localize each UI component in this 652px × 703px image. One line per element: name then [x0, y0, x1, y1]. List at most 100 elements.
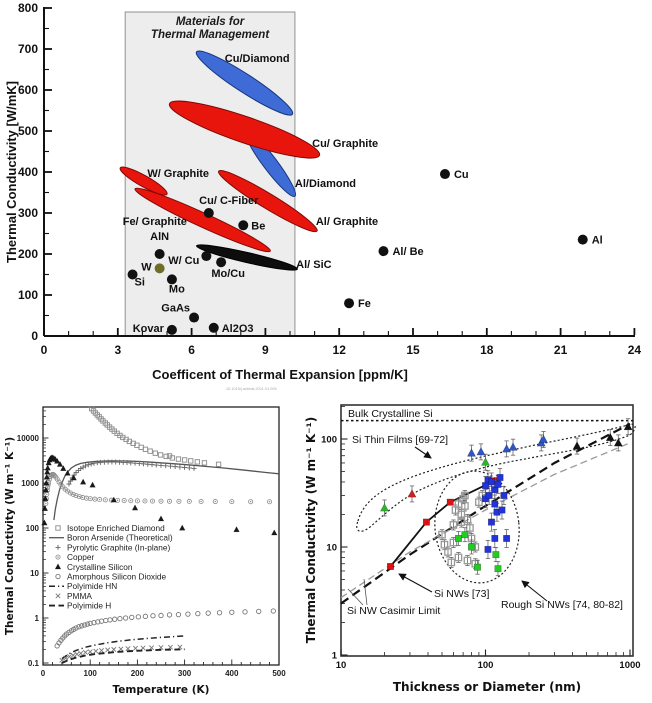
label: 9 [262, 343, 269, 357]
series-pmma [59, 644, 183, 663]
point-Mo/Cu: Mo/Cu [211, 257, 245, 280]
label: Si Thin Films [69-72] [352, 434, 448, 446]
thin-films-loop [356, 423, 636, 532]
label: 1 [332, 651, 338, 662]
dotted-loops [356, 423, 636, 584]
label: 300 [178, 669, 192, 678]
series-amorphous-silicon-dioxide [54, 608, 276, 649]
point-Si: Si [127, 269, 145, 289]
label: W [141, 261, 152, 273]
label: Crystalline Silicon [67, 562, 133, 572]
series-boron-arsenide-(theoretical) [53, 460, 280, 521]
label: Fe [358, 298, 371, 310]
label: Be [251, 220, 265, 232]
label: AlN [150, 231, 169, 243]
series-polyimide-h [61, 648, 185, 664]
label: Al [592, 235, 603, 247]
series-si-thin-films-black- [572, 418, 633, 455]
label: 500 [18, 124, 38, 138]
label: Fe/ Graphite [123, 216, 187, 228]
series-rough-si-nws-blue- [482, 468, 511, 559]
label: Cu [454, 169, 469, 181]
bulk-line: Bulk Crystalline Si [341, 408, 633, 422]
label: Mo [169, 283, 185, 295]
label: Polyimide HN [67, 581, 117, 591]
label: 100 [26, 524, 40, 533]
series-si-thin-films-red- [407, 485, 417, 503]
point-Cu: Cu [439, 169, 469, 181]
ellipse-W/ Graphite [119, 166, 168, 196]
label: 12 [333, 343, 347, 357]
label: Thickness or Diameter (nm) [393, 680, 581, 694]
label: 100 [18, 288, 38, 302]
label: PMMA [67, 591, 92, 601]
annotations: Si Thin Films [69-72] Si NWs [73] Si NW Ca… [347, 434, 623, 617]
point-W/ Cu: W/ Cu [168, 251, 212, 267]
label: 300 [18, 206, 38, 220]
point-Kovar: Kovar [133, 323, 177, 335]
series-polyimide-hn [61, 635, 185, 660]
point-Al2O3: Al2O3 [208, 322, 254, 335]
label: Al/Diamond [295, 178, 356, 190]
label: Cu/ C-Fiber [199, 195, 259, 207]
label: Thermal Management [151, 29, 270, 41]
label: Cu/Diamond [225, 53, 290, 65]
label: 10 [326, 543, 337, 554]
label: Mo/Cu [211, 268, 245, 280]
label: 15 [406, 343, 420, 357]
label: Si [135, 277, 145, 289]
material-points: Si W AlN Mo Kovar GaAs Al2O3 W/ Cu Mo/Cu Cu/ C-Fi… [127, 169, 603, 335]
temperature-chart: 0 100 200 300 400 500 0.1 1 10 100 1000 10000 Temper… [4, 405, 286, 696]
label: 10000 [17, 434, 40, 443]
label: Polyimide H [67, 601, 111, 611]
label: 100 [84, 669, 98, 678]
label: Si NW Casimir Limit [347, 605, 440, 617]
label: Thermal Conductivity (W m⁻¹ K⁻¹) [4, 437, 16, 635]
label: Si NWs [73] [434, 588, 490, 600]
series-crystalline-silicon [41, 454, 278, 536]
ellipse-Al/ SiC [196, 244, 298, 271]
label: 10 [30, 569, 39, 578]
ellipse-Al/ Graphite [217, 169, 318, 233]
label: Coefficent of Thermal Expansion [ppm/K] [152, 367, 408, 382]
label: Thermal Conductivity [W/mK] [4, 81, 19, 263]
composite-ellipses: Cu/Diamond Al/Diamond Cu/ Graphite W/ Graph… [119, 50, 378, 271]
label: Temperature (K) [113, 684, 210, 696]
ellipse-Cu/Diamond [195, 50, 294, 116]
label: 3 [114, 343, 121, 357]
label: Copper [67, 552, 94, 562]
series-si-thin-films-blue- [467, 431, 548, 462]
label: 600 [18, 83, 38, 97]
label: W/ Cu [168, 255, 199, 267]
label: Thermal Conductivity (W m⁻¹ K⁻¹) [304, 417, 318, 644]
label: Bulk Crystalline Si [348, 408, 433, 420]
label: GaAs [161, 303, 190, 315]
label: Pyrolytic Graphite (In-plane) [67, 542, 171, 552]
point-AlN: AlN [150, 231, 169, 259]
label: Boron Arsenide (Theoretical) [67, 533, 173, 543]
label: 0 [31, 329, 38, 343]
frame: 0 100 200 300 400 500 0.1 1 10 100 1000 10000 Temper… [4, 406, 286, 696]
point-Al/ Be: Al/ Be [378, 246, 424, 258]
ellipse-Cu/ Graphite [168, 100, 321, 159]
label: 0 [41, 669, 46, 678]
series-si-thin-films-green- [380, 453, 490, 517]
label: Al/ Be [392, 246, 423, 258]
series-pyrolytic-graphite-(in-plane) [66, 459, 197, 487]
axes: 0 3 6 9 12 15 18 21 24 0 100 200 300 400 500 600 700 800 C… [4, 1, 641, 382]
series-rough-si-nws-green- [455, 527, 502, 577]
label: 200 [131, 669, 145, 678]
label: 400 [225, 669, 239, 678]
label: Amorphous Silicon Dioxide [67, 572, 167, 582]
point-GaAs: GaAs [161, 303, 200, 323]
label: 1000 [21, 479, 39, 488]
label: 0.1 [28, 659, 40, 668]
label: 18 [480, 343, 494, 357]
label: Al/ Graphite [316, 216, 378, 228]
series-si-nws-73- [387, 477, 498, 570]
label: 700 [18, 42, 38, 56]
label: 1000 [619, 660, 640, 671]
label: Materials for [176, 16, 245, 28]
